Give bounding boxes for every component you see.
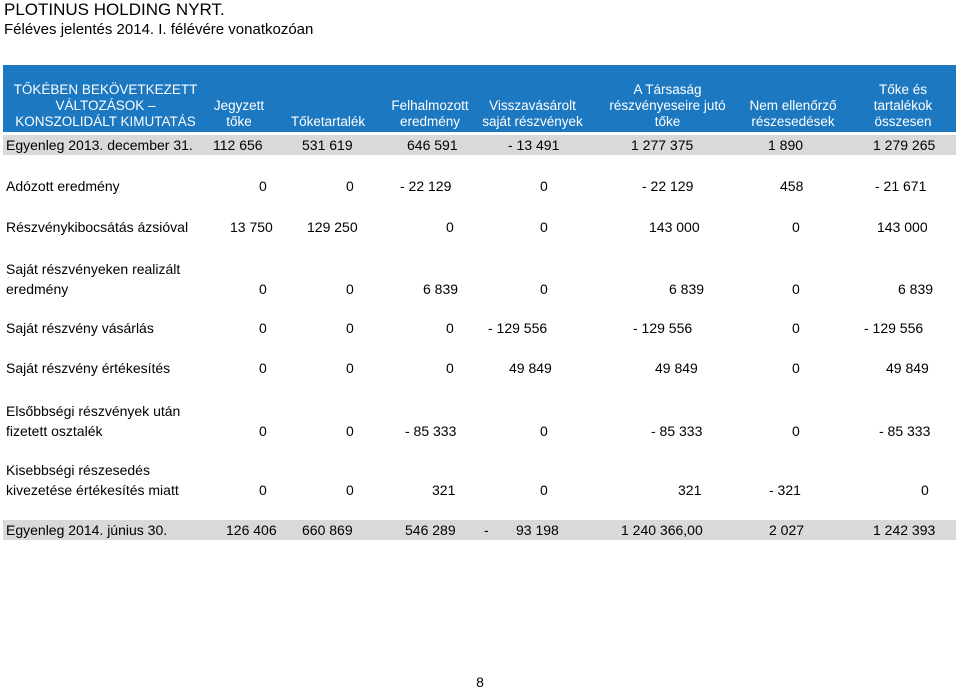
table-cell: 0 [346, 178, 354, 194]
column-header-non-controlling: Nem ellenőrző részesedések [749, 98, 837, 129]
table-cell: 0 [792, 219, 800, 235]
table-cell: 0 [540, 219, 548, 235]
table-row: Saját részvényeken realizált eredmény 0 … [6, 261, 934, 297]
table-cell: 0 [346, 320, 354, 336]
table-cell: 1 240 366,00 [621, 522, 703, 538]
table-cell: 1 890 [768, 137, 804, 153]
table-cell: - 85 333 [405, 423, 457, 439]
column-header-treasury-shares: Visszavásárolt saját részvények [482, 98, 583, 129]
table-cell: 646 591 [407, 137, 458, 153]
table-cell: - 129 556 [864, 320, 924, 336]
opening-balance-row: Egyenleg 2013. december 31. 112 656 531 … [3, 135, 956, 155]
table-cell: 49 849 [886, 360, 929, 376]
table-cell: 0 [346, 423, 354, 439]
table-cell: 0 [259, 360, 267, 376]
table-title: TŐKÉBEN BEKÖVETKEZETT VÁLTOZÁSOK – KONSZ… [13, 82, 198, 129]
table-cell: 0 [346, 482, 354, 498]
table-cell: 0 [259, 482, 267, 498]
document-header: PLOTINUS HOLDING NYRT. Féléves jelentés … [4, 0, 313, 39]
table-cell: 0 [921, 482, 929, 498]
table-cell: 143 000 [649, 219, 700, 235]
table-row: Saját részvény értékesítés 0 0 0 49 849 … [6, 360, 929, 376]
table-cell: 458 [780, 178, 804, 194]
table-cell: 0 [792, 423, 800, 439]
table-cell: - 22 129 [400, 178, 452, 194]
table-row: Részvénykibocsátás ázsióval 13 750 129 2… [6, 219, 928, 235]
page-number: 8 [476, 674, 484, 690]
column-header-retained-earnings: Felhalmozott eredmény [391, 98, 469, 129]
table-cell: 0 [540, 423, 548, 439]
table-cell: - 321 [769, 482, 801, 498]
table-cell: 660 869 [302, 522, 353, 538]
table-cell: 0 [446, 360, 454, 376]
table-cell: 0 [259, 423, 267, 439]
table-cell: 0 [259, 281, 267, 297]
table-row: Elsőbbségi részvények után fizetett oszt… [6, 403, 931, 439]
table-cell: - 13 491 [508, 137, 560, 153]
table-cell: - 129 556 [488, 320, 548, 336]
column-header-capital-reserve: Tőketartalék [290, 114, 366, 129]
table-cell: - [484, 522, 489, 538]
closing-balance-row: Egyenleg 2014. június 30. 126 406 660 86… [3, 520, 956, 540]
table-cell: 6 839 [669, 281, 705, 297]
table-cell: 0 [540, 482, 548, 498]
table-cell: 93 198 [516, 522, 559, 538]
table-cell: 1 242 393 [873, 522, 936, 538]
table-cell: 0 [792, 360, 800, 376]
table-header: TŐKÉBEN BEKÖVETKEZETT VÁLTOZÁSOK – KONSZ… [3, 65, 956, 132]
table-cell: - 85 333 [879, 423, 931, 439]
table-row: Saját részvény vásárlás 0 0 0 - 129 556 … [6, 320, 924, 336]
table-cell: - 85 333 [651, 423, 703, 439]
table-cell: 321 [678, 482, 702, 498]
table-cell: 0 [259, 178, 267, 194]
table-cell: 546 289 [405, 522, 456, 538]
table-row: Adózott eredmény 0 0 - 22 129 0 - 22 129… [6, 178, 927, 194]
table-cell: 112 656 [213, 137, 263, 153]
table-cell: 1 279 265 [873, 137, 936, 153]
table-cell: 143 000 [877, 219, 928, 235]
table-cell: 321 [432, 482, 456, 498]
table-row: Kisebbségi részesedés kivezetése értékes… [6, 462, 929, 498]
table-cell: 2 027 [769, 522, 805, 538]
column-header-total-equity: Tőke és tartalékok összesen [873, 82, 933, 129]
table-cell: 0 [346, 281, 354, 297]
table-cell: 6 839 [898, 281, 934, 297]
table-cell: 6 839 [423, 281, 459, 297]
table-cell: - 22 129 [642, 178, 694, 194]
table-cell: 0 [792, 281, 800, 297]
table-cell: - 129 556 [633, 320, 693, 336]
table-cell: 531 619 [302, 137, 353, 153]
column-header-parent-equity: A Társaság részvényeseire jutó tőke [609, 82, 726, 129]
table-cell: 0 [540, 281, 548, 297]
table-cell: 13 750 [230, 219, 273, 235]
table-cell: 1 277 375 [631, 137, 694, 153]
report-subtitle: Féléves jelentés 2014. I. félévére vonat… [4, 21, 314, 38]
table-cell: 0 [346, 360, 354, 376]
table-cell: - 21 671 [875, 178, 927, 194]
table-cell: 126 406 [226, 522, 277, 538]
table-cell: 0 [446, 219, 454, 235]
table-cell: 49 849 [509, 360, 552, 376]
table-cell: 0 [540, 178, 548, 194]
table-cell: 129 250 [307, 219, 358, 235]
table-cell: 49 849 [655, 360, 698, 376]
column-header-subscribed-capital: Jegyzett tőke [213, 98, 265, 129]
table-cell: 0 [446, 320, 454, 336]
table-cell: 0 [792, 320, 800, 336]
company-name: PLOTINUS HOLDING NYRT. [4, 0, 225, 19]
table-cell: 0 [259, 320, 267, 336]
